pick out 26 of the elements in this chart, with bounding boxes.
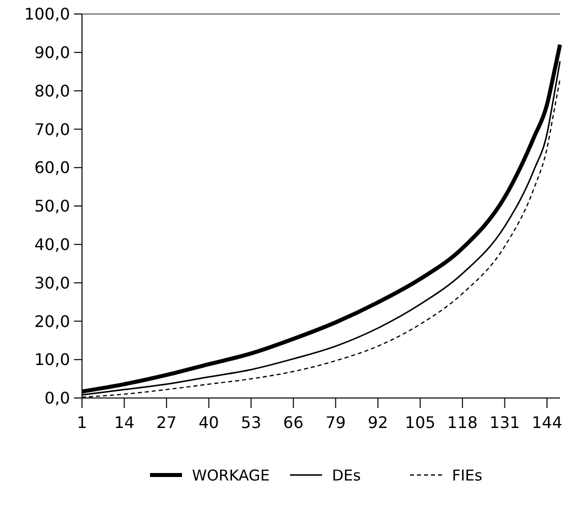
- x-tick-label: 144: [532, 413, 562, 432]
- x-tick-label: 27: [156, 413, 177, 432]
- x-tick-label: 105: [404, 413, 436, 432]
- y-tick-label: 0,0: [44, 388, 70, 408]
- y-tick-label: 90,0: [34, 43, 70, 62]
- legend-label: FIEs: [452, 466, 483, 484]
- x-tick-label: 1: [76, 413, 88, 432]
- x-tick-label: 66: [283, 413, 304, 432]
- legend-label: WORKAGE: [192, 466, 270, 484]
- x-tick-label: 118: [447, 413, 478, 432]
- x-tick-label: 14: [114, 413, 134, 432]
- legend-label: DEs: [332, 466, 362, 484]
- y-tick-label: 100,0: [24, 4, 70, 24]
- x-tick-label: 40: [198, 413, 219, 432]
- y-tick-label: 70,0: [34, 120, 70, 139]
- x-tick-label: 131: [489, 413, 520, 432]
- y-tick-label: 80,0: [34, 81, 70, 100]
- y-tick-label: 50,0: [34, 196, 70, 216]
- x-tick-label: 79: [325, 413, 346, 432]
- x-tick-label: 53: [240, 413, 262, 432]
- y-tick-label: 40,0: [34, 235, 70, 254]
- y-tick-label: 10,0: [34, 350, 70, 370]
- x-tick-label: 92: [368, 413, 388, 432]
- y-tick-label: 30,0: [34, 273, 70, 292]
- y-tick-label: 60,0: [34, 158, 70, 178]
- y-tick-label: 20,0: [34, 312, 70, 331]
